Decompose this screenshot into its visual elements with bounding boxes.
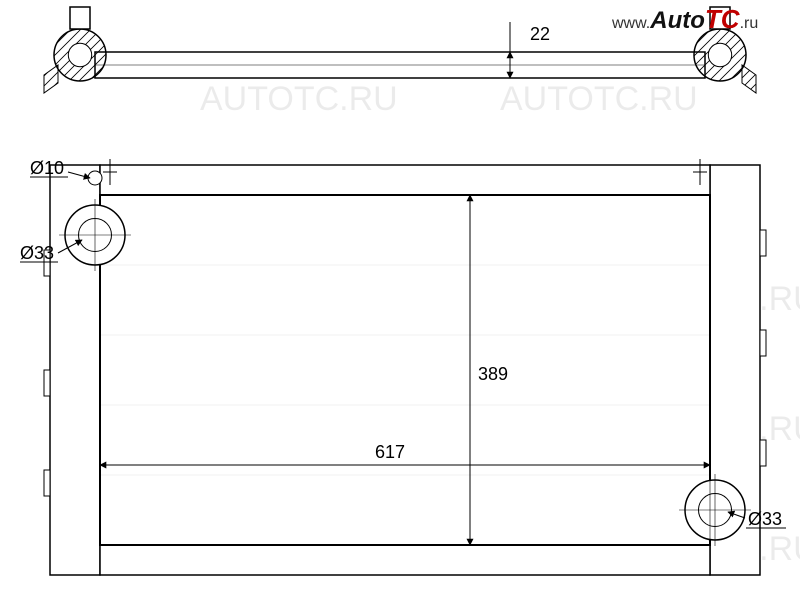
- svg-text:617: 617: [375, 442, 405, 462]
- svg-text:Ø10: Ø10: [30, 158, 64, 178]
- svg-text:AUTOTC.RU: AUTOTC.RU: [500, 80, 698, 118]
- svg-text:www.AutoTC.ru: www.AutoTC.ru: [611, 4, 758, 34]
- svg-text:389: 389: [478, 364, 508, 384]
- svg-text:Ø33: Ø33: [20, 243, 54, 263]
- svg-text:AUTOTC.RU: AUTOTC.RU: [200, 80, 398, 118]
- svg-text:Ø33: Ø33: [748, 509, 782, 529]
- svg-text:22: 22: [530, 24, 550, 44]
